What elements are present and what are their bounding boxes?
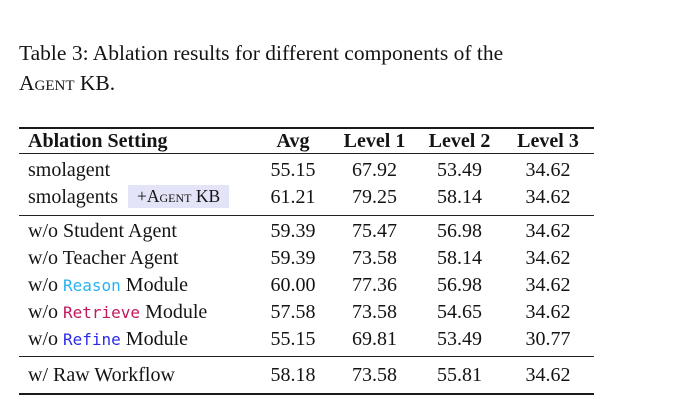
value-cell: 67.92 xyxy=(352,159,397,181)
setting-prefix: w/o xyxy=(28,301,63,323)
setting-label: w/o Teacher Agent xyxy=(28,247,179,269)
value-cell: 79.25 xyxy=(352,186,397,208)
table-row-raw-workflow: w/ Raw Workflow 58.18 73.58 55.81 34.62 xyxy=(19,357,594,395)
value-cell: 55.81 xyxy=(437,364,482,386)
header-level-1: Level 1 xyxy=(332,128,417,154)
value-cell: 58.14 xyxy=(437,247,482,269)
value-cell: 30.77 xyxy=(525,328,571,350)
value-cell: 73.58 xyxy=(352,247,397,269)
setting-label: smolagent xyxy=(28,159,111,181)
value-cell: 60.00 xyxy=(270,274,316,296)
value-cell: 73.58 xyxy=(352,364,397,386)
value-cell: 55.15 xyxy=(270,328,316,350)
table-header-row: Ablation Setting Avg Level 1 Level 2 Lev… xyxy=(19,128,594,154)
value-cell: 34.62 xyxy=(525,159,571,181)
agent-kb-badge: +Agent KB xyxy=(128,185,230,208)
value-cell: 58.18 xyxy=(270,364,316,386)
header-level-3: Level 3 xyxy=(502,128,594,154)
value-cell: 54.65 xyxy=(437,301,482,323)
table-caption: Table 3: Ablation results for different … xyxy=(19,38,619,98)
setting-prefix: w/o xyxy=(28,328,63,350)
retrieve-module-label: Retrieve xyxy=(63,303,141,322)
value-cell: 34.62 xyxy=(525,364,571,386)
caption-line-1: Table 3: Ablation results for different … xyxy=(19,38,619,68)
value-cell: 57.58 xyxy=(270,301,316,323)
value-cell: 59.39 xyxy=(270,220,316,242)
table-row-wo-teacher-agent: w/o Teacher Agent 59.39 73.58 58.14 34.6… xyxy=(19,245,594,272)
value-cell: 69.81 xyxy=(352,328,397,350)
table-row-wo-refine-module: w/o Refine Module 55.15 69.81 53.49 30.7… xyxy=(19,326,594,357)
table-row-wo-reason-module: w/o Reason Module 60.00 77.36 56.98 34.6… xyxy=(19,272,594,299)
setting-cell: w/ Raw Workflow xyxy=(19,357,254,395)
setting-suffix: Module xyxy=(120,274,189,296)
caption-text: Table 3: Ablation results for different … xyxy=(19,41,504,65)
value-cell: 58.14 xyxy=(437,186,482,208)
caption-smallcaps-agent: Agent xyxy=(19,71,75,95)
value-cell: 56.98 xyxy=(437,220,482,242)
value-cell: 73.58 xyxy=(352,301,397,323)
setting-label: w/ Raw Workflow xyxy=(28,364,175,386)
table-row-smolagents-agentkb: smolagents +Agent KB 61.21 79.25 58.14 34… xyxy=(19,184,594,216)
value-cell: 53.49 xyxy=(437,328,482,350)
caption-line-2: Agent KB. xyxy=(19,68,619,98)
group-baseline: smolagent 55.15 67.92 53.49 34.62 smolag… xyxy=(19,154,594,216)
value-cell: 34.62 xyxy=(525,301,571,323)
setting-cell: smolagents +Agent KB xyxy=(19,184,254,216)
table-row-wo-retrieve-module: w/o Retrieve Module 57.58 73.58 54.65 34… xyxy=(19,299,594,326)
setting-suffix: Module xyxy=(120,328,189,350)
table-row-wo-student-agent: w/o Student Agent 59.39 75.47 56.98 34.6… xyxy=(19,216,594,246)
setting-cell: w/o Retrieve Module xyxy=(19,299,254,326)
table-row-smolagent: smolagent 55.15 67.92 53.49 34.62 xyxy=(19,154,594,185)
header-level-2: Level 2 xyxy=(417,128,502,154)
value-cell: 77.36 xyxy=(352,274,397,296)
header-avg: Avg xyxy=(254,128,332,154)
setting-cell: w/o Student Agent xyxy=(19,216,254,246)
group-component-ablations: w/o Student Agent 59.39 75.47 56.98 34.6… xyxy=(19,215,594,357)
setting-cell: w/o Refine Module xyxy=(19,326,254,357)
value-cell: 61.21 xyxy=(270,186,316,208)
setting-prefix: w/o xyxy=(28,274,63,296)
value-cell: 34.62 xyxy=(525,186,571,208)
value-cell: 53.49 xyxy=(437,159,482,181)
value-cell: 75.47 xyxy=(352,220,397,242)
value-cell: 55.15 xyxy=(270,159,316,181)
setting-suffix: Module xyxy=(140,301,208,323)
value-cell: 34.62 xyxy=(525,247,571,269)
group-raw-workflow: w/ Raw Workflow 58.18 73.58 55.81 34.62 xyxy=(19,356,594,395)
setting-cell: w/o Reason Module xyxy=(19,272,254,299)
reason-module-label: Reason xyxy=(63,276,121,295)
setting-label: w/o Student Agent xyxy=(28,220,177,242)
setting-cell: w/o Teacher Agent xyxy=(19,245,254,272)
value-cell: 56.98 xyxy=(437,274,482,296)
setting-label: smolagents xyxy=(28,186,118,208)
value-cell: 59.39 xyxy=(270,247,316,269)
setting-cell: smolagent xyxy=(19,154,254,185)
value-cell: 34.62 xyxy=(525,274,571,296)
refine-module-label: Refine xyxy=(63,330,121,349)
ablation-results-table: Ablation Setting Avg Level 1 Level 2 Lev… xyxy=(19,127,594,395)
caption-kb-text: KB. xyxy=(74,71,116,95)
value-cell: 34.62 xyxy=(525,220,571,242)
header-ablation-setting: Ablation Setting xyxy=(19,128,254,154)
